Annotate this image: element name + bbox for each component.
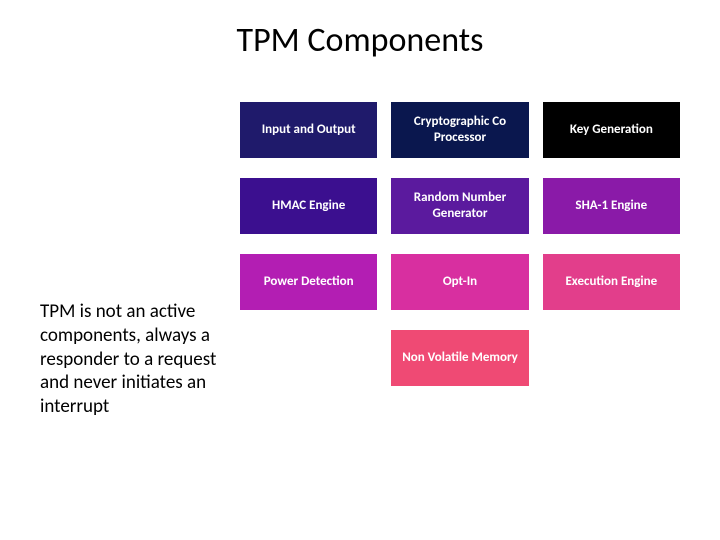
- tile-opt-in: Opt-In: [391, 254, 528, 310]
- tile-row: HMAC Engine Random Number Generator SHA-…: [240, 178, 680, 234]
- sidenote-text: TPM is not an active components, always …: [40, 300, 220, 419]
- tile-crypto-coprocessor: Cryptographic Co Processor: [391, 102, 528, 158]
- tile-row: Power Detection Opt-In Execution Engine: [240, 254, 680, 310]
- tile-row: Input and Output Cryptographic Co Proces…: [240, 102, 680, 158]
- tile-key-generation: Key Generation: [543, 102, 680, 158]
- slide-title: TPM Components: [0, 20, 720, 61]
- tile-random-number-generator: Random Number Generator: [391, 178, 528, 234]
- tile-power-detection: Power Detection: [240, 254, 377, 310]
- tile-non-volatile-memory: Non Volatile Memory: [391, 330, 529, 386]
- slide: TPM Components TPM is not an active comp…: [0, 0, 720, 540]
- tile-hmac-engine: HMAC Engine: [240, 178, 377, 234]
- tile-sha1-engine: SHA-1 Engine: [543, 178, 680, 234]
- tile-input-output: Input and Output: [240, 102, 377, 158]
- tile-row: Non Volatile Memory: [240, 330, 680, 386]
- tile-execution-engine: Execution Engine: [543, 254, 680, 310]
- tile-grid: Input and Output Cryptographic Co Proces…: [240, 102, 680, 406]
